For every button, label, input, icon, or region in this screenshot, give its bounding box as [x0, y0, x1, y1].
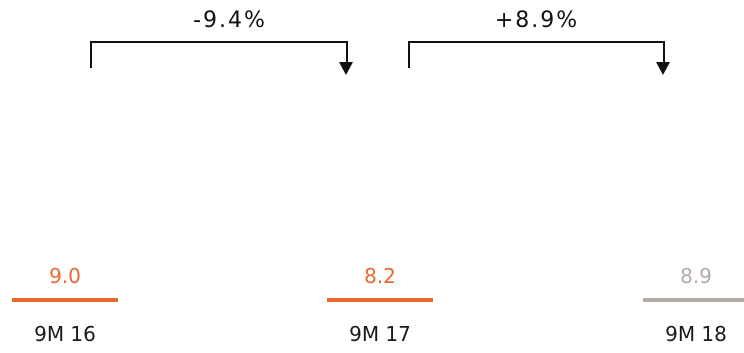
change-label-17-18: +8.9%: [494, 8, 580, 33]
value-label-9m18: 8.9: [680, 264, 712, 288]
change-bracket-16-17: [90, 41, 348, 69]
value-label-9m16: 9.0: [49, 264, 81, 288]
value-label-9m17: 8.2: [364, 264, 396, 288]
value-marker-9m18: [643, 298, 744, 302]
value-marker-9m17: [327, 298, 433, 302]
change-label-16-17: -9.4%: [193, 8, 267, 33]
arrow-down-icon: [339, 62, 353, 75]
category-label-9m16: 9M 16: [34, 322, 96, 346]
change-bracket-17-18: [408, 41, 665, 69]
bracket-left-leg: [408, 41, 410, 68]
value-marker-9m16: [12, 298, 118, 302]
category-label-9m17: 9M 17: [349, 322, 411, 346]
arrow-down-icon: [656, 62, 670, 75]
category-label-9m18: 9M 18: [665, 322, 727, 346]
bracket-left-leg: [90, 41, 92, 68]
